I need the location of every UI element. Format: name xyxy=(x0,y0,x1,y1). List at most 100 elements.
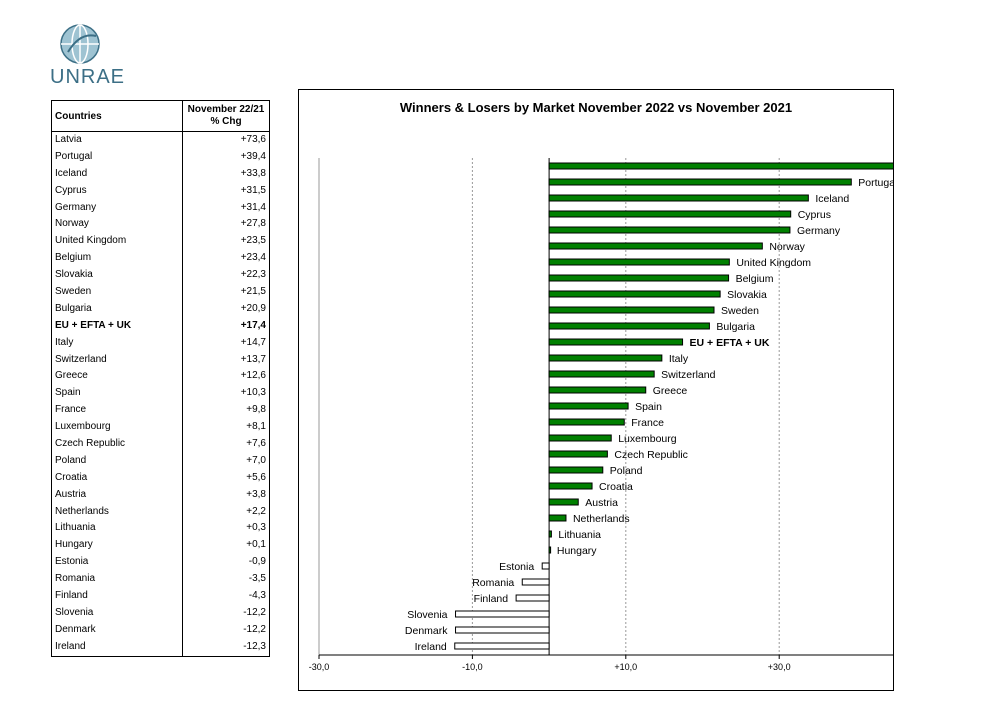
bar xyxy=(548,162,893,170)
bar-label: Spain xyxy=(635,401,662,413)
table-country-cell: Latvia xyxy=(55,134,82,145)
bar-label: Italy xyxy=(669,353,689,365)
table-value-cell: -0,9 xyxy=(248,556,266,568)
table-value-cell: +7,0 xyxy=(246,454,266,466)
bar xyxy=(548,370,655,378)
chart-frame: Winners & Losers by Market November 2022… xyxy=(298,89,894,691)
table-country-cell: France xyxy=(55,404,87,416)
table-value-cell: +8,1 xyxy=(246,421,266,433)
bar-label: Czech Republic xyxy=(614,449,688,461)
table-country-cell: Portugal xyxy=(55,150,93,162)
bar-label: Bulgaria xyxy=(716,321,755,333)
table-country-cell: Norway xyxy=(55,218,89,230)
table-country-cell: Iceland xyxy=(55,167,88,179)
bar-label: Portugal xyxy=(858,177,893,189)
table-value-cell: +14,7 xyxy=(240,336,266,348)
globe-icon xyxy=(60,24,100,64)
x-tick-label: +10,0 xyxy=(614,662,637,672)
bar-label: Croatia xyxy=(599,481,633,493)
table-value-cell: -12,3 xyxy=(243,640,266,652)
bar-label: France xyxy=(631,417,664,429)
table-value-cell: -4,3 xyxy=(248,590,266,602)
table-header: Countries November 22/21 % Chg xyxy=(52,101,269,132)
bar xyxy=(548,322,710,330)
table-value-cell: +20,9 xyxy=(240,302,266,314)
bar xyxy=(548,354,663,362)
bar-label: Romania xyxy=(472,577,514,589)
table-country-cell: United Kingdom xyxy=(55,235,127,247)
table-value-cell: +0,1 xyxy=(246,539,266,551)
bar-chart: -30,0-10,0+10,0+30,0+50,0+70,0LatviaPort… xyxy=(309,158,893,672)
table-country-cell: Belgium xyxy=(55,252,92,264)
chart-title: Winners & Losers by Market November 2022… xyxy=(399,100,793,115)
bar-label: Cyprus xyxy=(798,209,831,221)
bar-label: Ireland xyxy=(415,641,447,653)
table-country-cell: Spain xyxy=(55,387,81,399)
table-value-cell: +23,5 xyxy=(240,235,266,247)
table-value-cell: +31,5 xyxy=(240,184,266,196)
table-country-cell: Germany xyxy=(55,201,97,213)
bar xyxy=(548,258,730,266)
bar xyxy=(548,210,792,218)
unrae-logo: UNRAE xyxy=(48,22,128,90)
table-country-cell: Luxembourg xyxy=(55,421,111,433)
table-country-cell: Austria xyxy=(55,488,87,500)
table-country-cell: Estonia xyxy=(55,556,89,568)
table-country-cell: Greece xyxy=(55,370,88,382)
countries-column: Latvia Portugal Iceland Cyprus Germany Norway… xyxy=(52,132,182,656)
x-tick-label: -30,0 xyxy=(309,662,330,672)
bar-label: Iceland xyxy=(815,193,849,205)
table-value-cell: +22,3 xyxy=(240,269,266,281)
table-country-cell: Italy xyxy=(55,336,74,348)
table-value-cell: +17,4 xyxy=(240,319,266,331)
bar-label: United Kingdom xyxy=(736,257,811,269)
bar-label: Slovenia xyxy=(407,609,447,621)
bar xyxy=(548,194,809,202)
bar-label: Sweden xyxy=(721,305,759,317)
table-country-cell: Denmark xyxy=(55,623,96,635)
bar xyxy=(548,402,629,410)
bar-label: Germany xyxy=(797,225,841,237)
bar xyxy=(548,274,730,282)
bar-label: Poland xyxy=(610,465,643,477)
bar xyxy=(548,306,715,314)
bar-label: Hungary xyxy=(557,545,597,557)
bar-label: Luxembourg xyxy=(618,433,677,445)
bar-label: Slovakia xyxy=(727,289,767,301)
bar xyxy=(548,498,579,506)
table-value-cell: +7,6 xyxy=(246,438,266,450)
bar xyxy=(548,242,763,250)
bar xyxy=(455,626,550,634)
bar xyxy=(548,290,721,298)
table-value-cell: -12,2 xyxy=(243,623,266,635)
bar-label: EU + EFTA + UK xyxy=(690,337,770,349)
x-tick-label: +30,0 xyxy=(768,662,791,672)
table-body: Latvia Portugal Iceland Cyprus Germany Norway… xyxy=(52,132,269,656)
table-value-cell: +9,8 xyxy=(246,404,266,416)
table-country-cell: Bulgaria xyxy=(55,302,92,314)
bar xyxy=(455,610,550,618)
table-value-cell: +13,7 xyxy=(240,353,266,365)
table-value-cell: +31,4 xyxy=(240,201,266,213)
table-country-cell: Hungary xyxy=(55,539,93,551)
table-value-cell: +21,5 xyxy=(240,286,266,298)
table-value-cell: -12,2 xyxy=(243,606,266,618)
bar-label: Lithuania xyxy=(558,529,601,541)
table-value-cell: +2,2 xyxy=(246,505,266,517)
bar xyxy=(548,482,593,490)
bar-label: Belgium xyxy=(736,273,774,285)
table-country-cell: Lithuania xyxy=(55,522,96,534)
table-value-cell: +39,4 xyxy=(240,150,266,162)
bar xyxy=(548,514,567,522)
table-country-cell: Ireland xyxy=(55,640,86,652)
countries-table: Countries November 22/21 % Chg Latvia Por… xyxy=(51,100,270,657)
table-country-cell: Romania xyxy=(55,573,96,585)
table-value-cell: +12,6 xyxy=(240,370,266,382)
logo-text: UNRAE xyxy=(50,66,126,88)
table-value-cell: +5,6 xyxy=(246,471,266,483)
table-value-cell: +27,8 xyxy=(240,218,266,230)
bar xyxy=(548,546,552,554)
header-change: November 22/21 % Chg xyxy=(182,101,269,131)
table-country-cell: Cyprus xyxy=(55,184,87,196)
change-column: +73,6 +39,4 +33,8 +31,5 +31,4 +27,8 +23,5 +23,4… xyxy=(182,132,269,656)
